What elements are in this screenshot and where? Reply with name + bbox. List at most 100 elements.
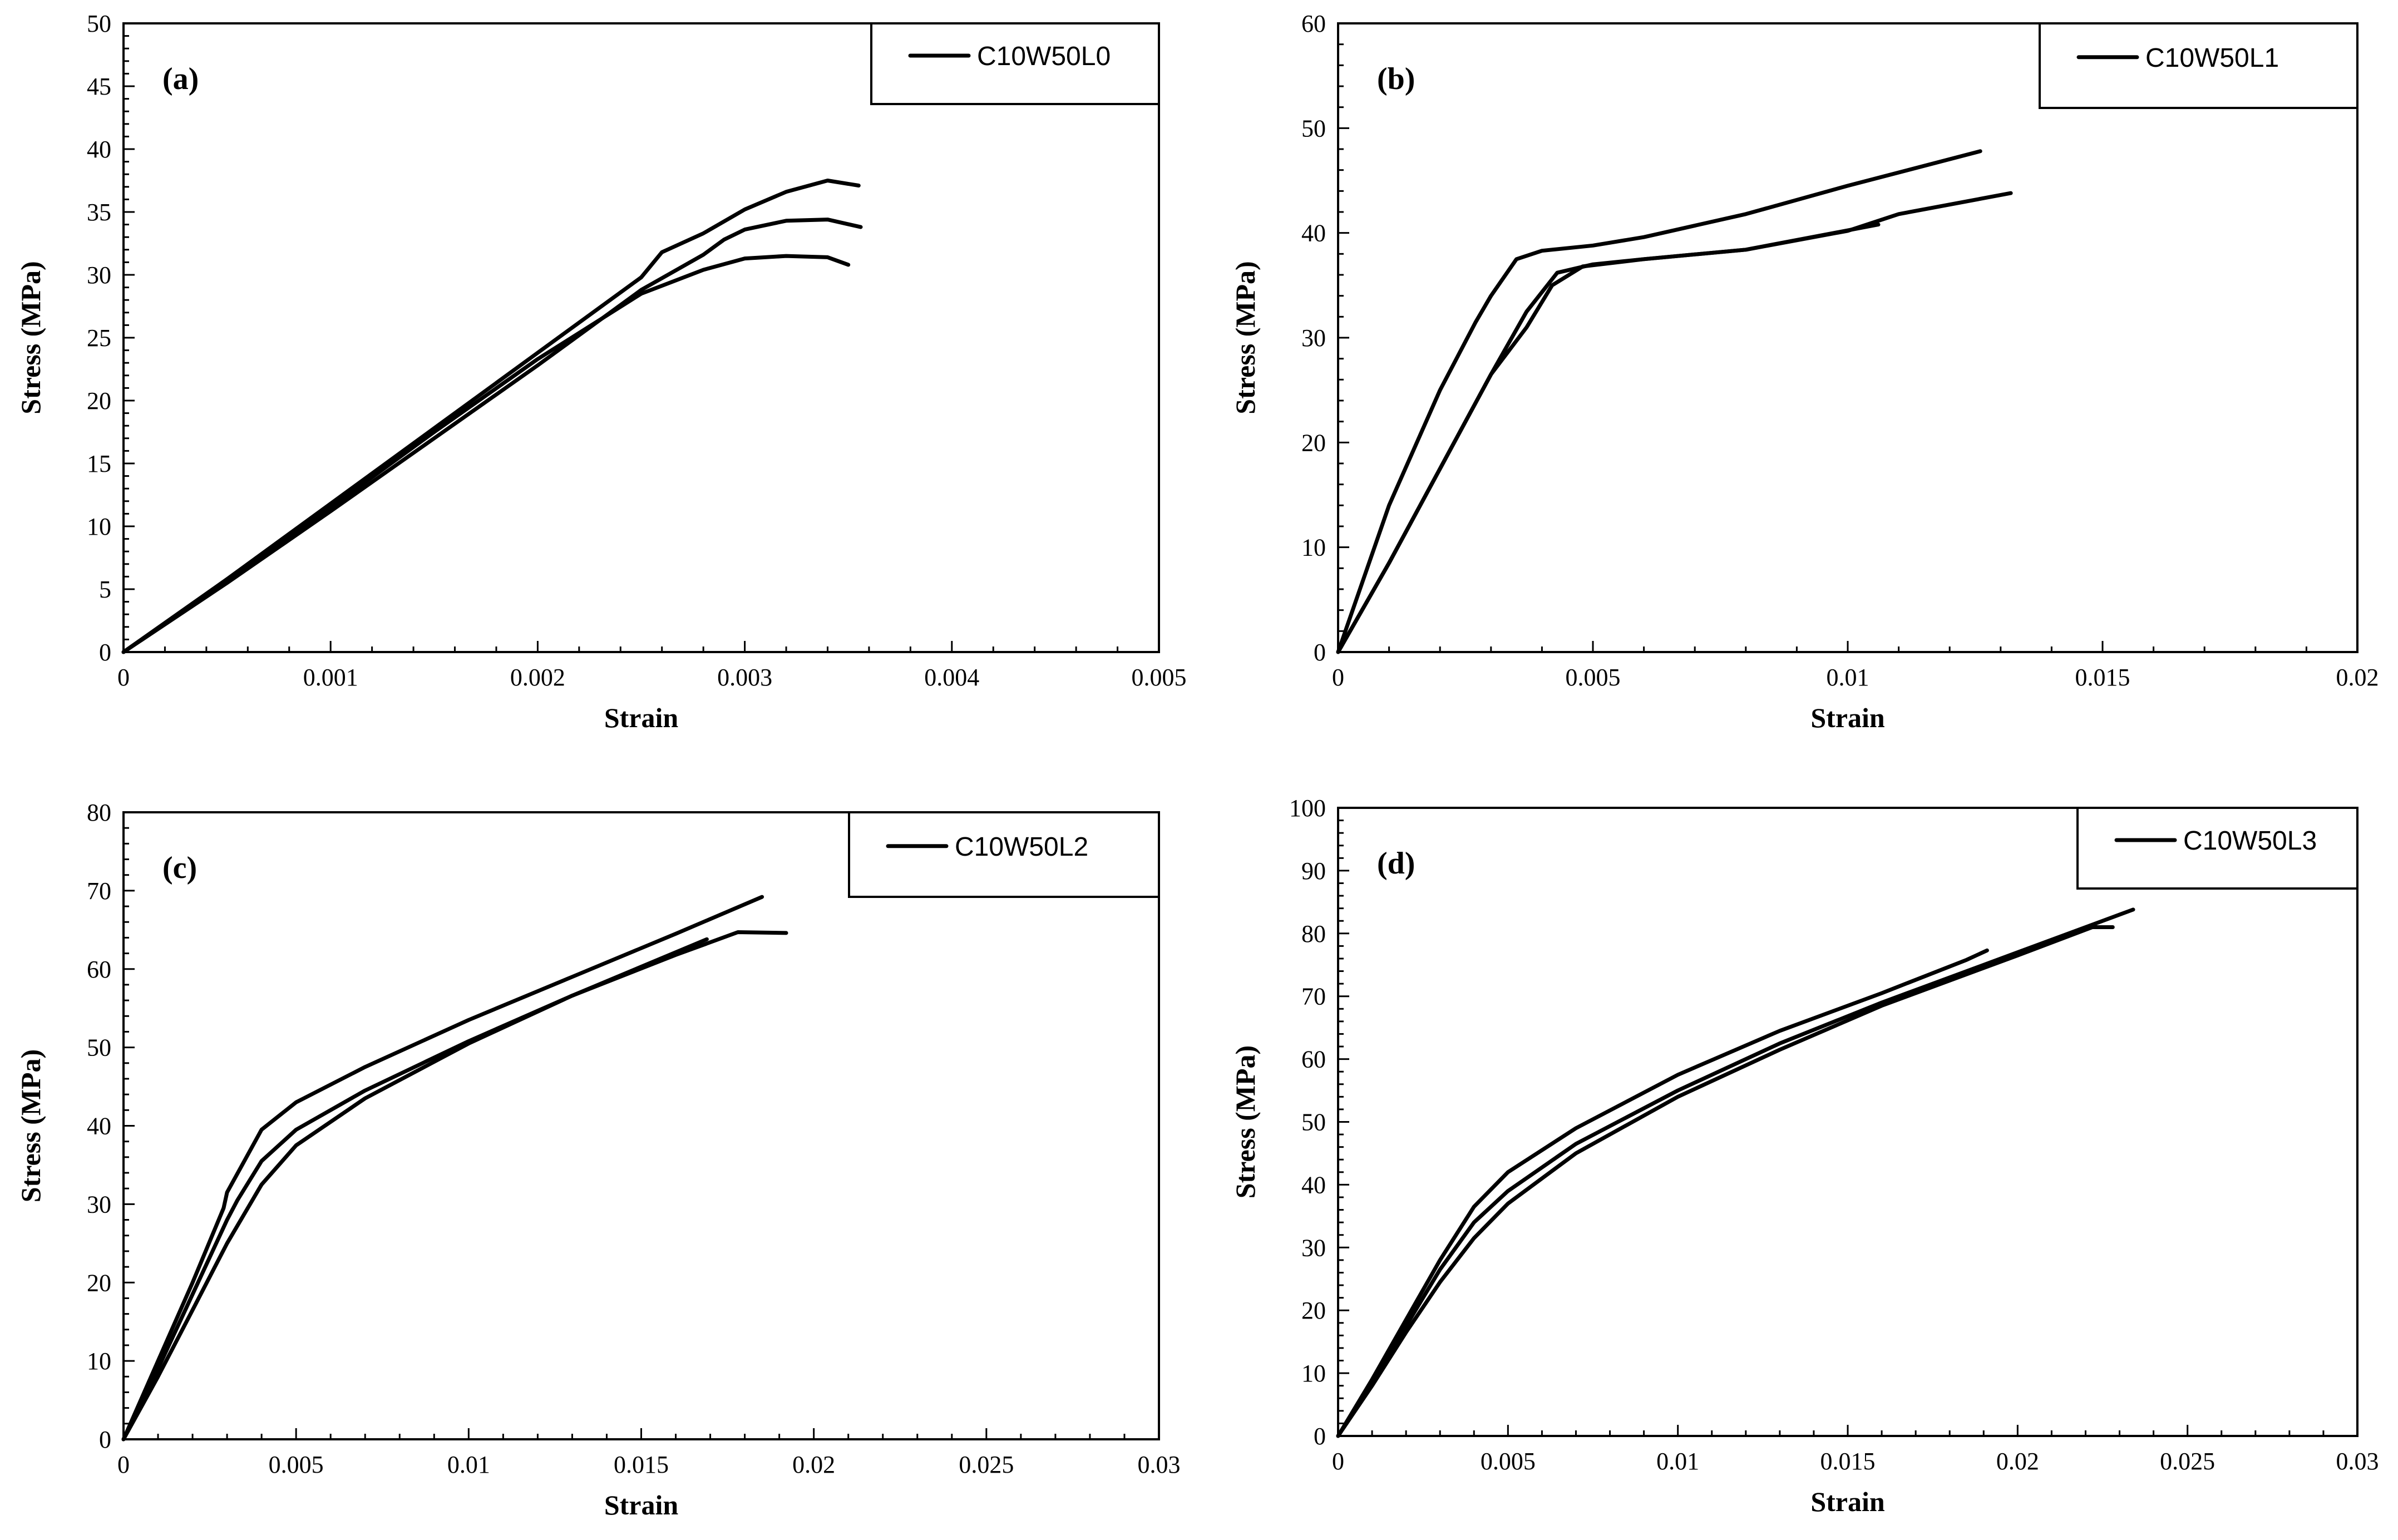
chart-panel: 0 10 20 30 40 50 60 70 80 90 100 0 0.005 0.01 0.015 0.0… (1230, 794, 2379, 1517)
x-tick-label: 0.01 (447, 1451, 490, 1478)
x-tick-label: 0.002 (510, 664, 565, 691)
x-tick-label: 0.01 (1827, 664, 1869, 691)
x-tick-label: 0.01 (1656, 1448, 1699, 1475)
x-axis-title: Strain (604, 702, 679, 733)
legend-label: C10W50L0 (977, 42, 1111, 71)
legend-label: C10W50L2 (955, 832, 1088, 862)
y-tick-label: 25 (87, 324, 111, 352)
x-tick-label: 0 (117, 1451, 130, 1478)
y-tick-label: 40 (87, 136, 111, 163)
x-tick-label: 0 (1332, 1448, 1344, 1475)
y-tick-label: 30 (1301, 1234, 1326, 1261)
x-tick-label: 0 (1332, 664, 1344, 691)
legend-box (2039, 22, 2358, 109)
chart-panel: 0 10 20 30 40 50 60 70 80 0 0.005 0.01 0.015 0.02 0.02… (15, 799, 1181, 1521)
chart-panel: 0 10 20 30 40 50 60 0 0.005 0.01 0.015 0.02 (b) C10W5… (1230, 10, 2379, 733)
y-tick-label: 5 (99, 576, 111, 603)
x-tick-label: 0.025 (959, 1451, 1014, 1478)
chart-panel: 0 5 10 15 20 25 30 35 40 45 50 0 0.001 0.002 0.003 0.00… (15, 10, 1187, 733)
y-tick-label: 40 (1301, 1171, 1326, 1198)
y-tick-label: 35 (87, 199, 111, 226)
series-line-2 (121, 218, 863, 654)
y-tick-label: 80 (1301, 920, 1326, 947)
y-tick-label: 70 (87, 877, 111, 905)
x-tick-label: 0.02 (792, 1451, 835, 1478)
x-axis-title: Strain (604, 1489, 679, 1521)
y-tick-label: 40 (1301, 220, 1326, 247)
x-tick-label: 0.001 (303, 664, 358, 691)
x-tick-label: 0 (117, 664, 130, 691)
x-tick-label: 0.015 (2075, 664, 2130, 691)
x-tick-label: 0.015 (614, 1451, 669, 1478)
legend-box (848, 811, 1160, 898)
y-tick-label: 60 (87, 956, 111, 983)
plot-area-frame (1337, 807, 2358, 1437)
series-line-3 (121, 254, 851, 654)
y-tick-label: 30 (1301, 324, 1326, 352)
series-line-1 (121, 895, 764, 1442)
y-tick-label: 100 (1289, 794, 1326, 822)
series-line-2 (1336, 907, 2135, 1438)
y-tick-label: 20 (1301, 429, 1326, 456)
x-tick-label: 0.03 (1138, 1451, 1181, 1478)
panel-label: (a) (162, 62, 199, 96)
y-tick-label: 20 (87, 1269, 111, 1296)
y-tick-label: 20 (87, 387, 111, 414)
y-tick-label: 10 (1301, 1360, 1326, 1387)
y-tick-label: 80 (87, 799, 111, 826)
y-tick-label: 50 (87, 10, 111, 37)
y-tick-label: 0 (1314, 1423, 1326, 1450)
panel-label: (d) (1377, 846, 1415, 881)
x-tick-label: 0.015 (1820, 1448, 1876, 1475)
plot-area-frame (1337, 22, 2358, 653)
series-line-3 (121, 937, 709, 1442)
series-line-3 (1336, 223, 1881, 654)
y-tick-label: 10 (87, 1348, 111, 1375)
y-tick-label: 10 (87, 513, 111, 540)
series-line-2 (121, 930, 788, 1442)
y-axis-title: Stress (MPa) (1230, 261, 1261, 414)
y-tick-label: 30 (87, 261, 111, 289)
y-axis-title: Stress (MPa) (15, 261, 46, 414)
panel-label: (c) (162, 851, 197, 885)
y-tick-label: 90 (1301, 857, 1326, 885)
y-tick-label: 0 (99, 639, 111, 666)
y-tick-label: 0 (1314, 639, 1326, 666)
x-tick-label: 0.005 (1481, 1448, 1536, 1475)
series-line-1 (121, 179, 861, 654)
x-tick-label: 0.005 (1132, 664, 1187, 691)
y-tick-label: 10 (1301, 534, 1326, 561)
legend-box (2076, 807, 2358, 890)
panel-label: (b) (1377, 62, 1415, 96)
x-tick-label: 0.005 (1566, 664, 1621, 691)
x-axis-title: Strain (1810, 1486, 1885, 1517)
x-tick-label: 0.02 (1996, 1448, 2039, 1475)
legend-label: C10W50L1 (2145, 43, 2279, 73)
y-tick-label: 60 (1301, 10, 1326, 37)
y-tick-label: 30 (87, 1191, 111, 1218)
y-tick-label: 40 (87, 1113, 111, 1140)
legend-label: C10W50L3 (2183, 826, 2317, 856)
y-tick-label: 50 (1301, 115, 1326, 142)
legend-box (870, 22, 1160, 105)
plot-area-frame (122, 811, 1160, 1440)
y-tick-label: 50 (87, 1034, 111, 1062)
chart-panels: 0 5 10 15 20 25 30 35 40 45 50 0 0.001 0.002 0.003 0.00… (15, 10, 2379, 1521)
y-axis-title: Stress (MPa) (1230, 1045, 1261, 1198)
x-tick-label: 0.03 (2336, 1448, 2379, 1475)
y-axis-title: Stress (MPa) (15, 1049, 46, 1202)
x-tick-label: 0.025 (2160, 1448, 2215, 1475)
y-tick-label: 20 (1301, 1297, 1326, 1324)
x-tick-label: 0.005 (269, 1451, 324, 1478)
y-tick-label: 60 (1301, 1046, 1326, 1073)
y-tick-label: 50 (1301, 1109, 1326, 1136)
y-tick-label: 70 (1301, 983, 1326, 1010)
y-tick-label: 15 (87, 450, 111, 477)
plot-area-frame (122, 22, 1160, 653)
y-tick-label: 0 (99, 1426, 111, 1453)
series-line-1 (1336, 948, 1989, 1438)
series-line-1 (1336, 149, 1982, 654)
x-tick-label: 0.003 (717, 664, 772, 691)
